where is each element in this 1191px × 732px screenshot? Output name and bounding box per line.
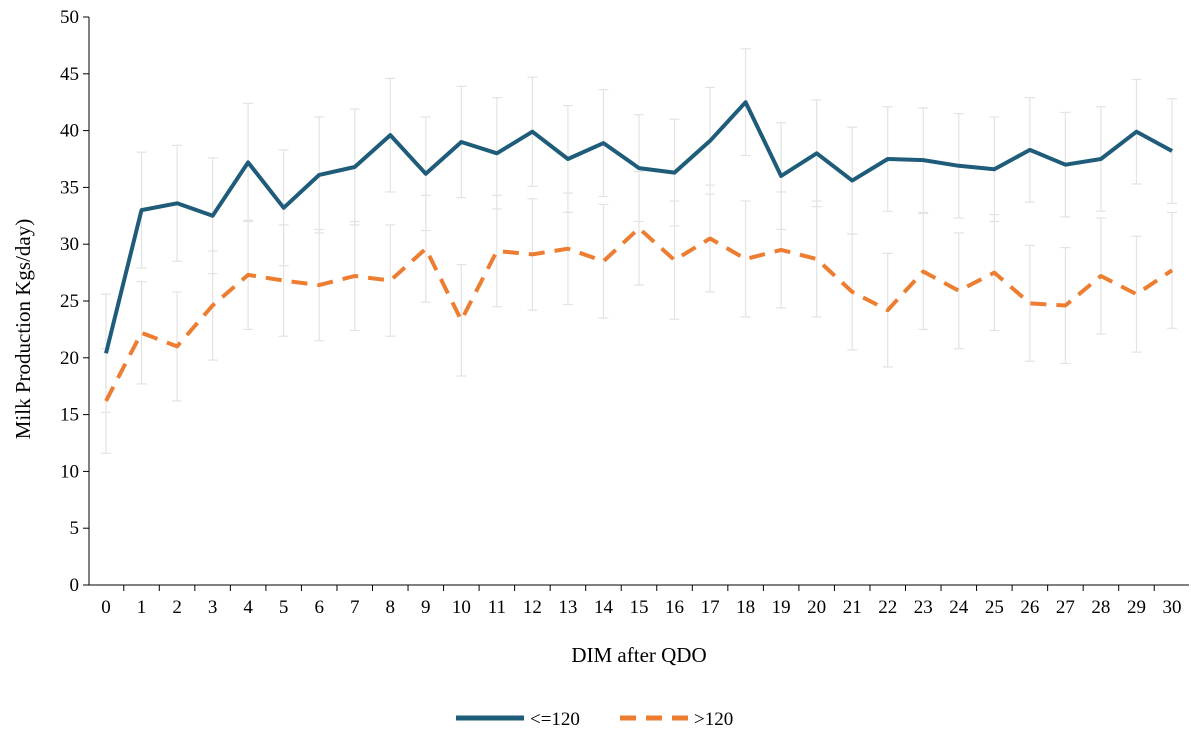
x-tick-label: 27 bbox=[1056, 597, 1075, 618]
x-tick-label: 23 bbox=[914, 597, 933, 618]
y-axis-title: Milk Production Kgs/day) bbox=[11, 219, 35, 440]
x-tick-label: 6 bbox=[314, 597, 324, 618]
y-tick-label: 5 bbox=[70, 518, 80, 539]
y-tick-label: 20 bbox=[60, 348, 79, 369]
y-tick-label: 45 bbox=[60, 64, 79, 85]
x-tick-label: 9 bbox=[421, 597, 431, 618]
x-tick-label: 13 bbox=[558, 597, 577, 618]
x-tick-label: 29 bbox=[1127, 597, 1146, 618]
x-tick-label: 30 bbox=[1163, 597, 1182, 618]
x-tick-label: 17 bbox=[701, 597, 720, 618]
y-tick-label: 10 bbox=[60, 461, 79, 482]
series-layer bbox=[104, 100, 1174, 402]
x-tick-label: 24 bbox=[949, 597, 969, 618]
x-tick-label: 15 bbox=[630, 597, 649, 618]
legend: <=120 >120 bbox=[456, 709, 733, 730]
error-bars-layer bbox=[101, 48, 1177, 454]
x-tick-label: 3 bbox=[208, 597, 218, 618]
x-tick-label: 0 bbox=[101, 597, 111, 618]
y-tick-label: 30 bbox=[60, 234, 79, 255]
x-tick-label: 8 bbox=[386, 597, 396, 618]
y-tick-label: 0 bbox=[70, 575, 80, 596]
x-tick-label: 5 bbox=[279, 597, 289, 618]
x-tick-label: 11 bbox=[488, 597, 506, 618]
y-tick-label: 35 bbox=[60, 177, 79, 198]
x-tick-label: 26 bbox=[1020, 597, 1039, 618]
x-tick-label: 7 bbox=[350, 597, 360, 618]
x-tick-label: 22 bbox=[878, 597, 897, 618]
y-tick-label: 40 bbox=[60, 121, 79, 142]
x-tick-label: 12 bbox=[523, 597, 542, 618]
x-tick-label: 16 bbox=[665, 597, 684, 618]
x-tick-label: 19 bbox=[772, 597, 791, 618]
x-tick-label: 21 bbox=[843, 597, 862, 618]
x-tick-label: 10 bbox=[452, 597, 471, 618]
y-tick-label: 15 bbox=[60, 405, 79, 426]
x-tick-label: 14 bbox=[594, 597, 614, 618]
y-tick-label: 25 bbox=[60, 291, 79, 312]
x-tick-label: 4 bbox=[243, 597, 253, 618]
legend-label: >120 bbox=[694, 709, 733, 730]
series-line bbox=[104, 226, 1174, 402]
x-tick-label: 20 bbox=[807, 597, 826, 618]
series-line bbox=[104, 100, 1173, 354]
x-tick-label: 2 bbox=[172, 597, 182, 618]
x-tick-label: 18 bbox=[736, 597, 755, 618]
x-tick-label: 28 bbox=[1091, 597, 1110, 618]
x-axis-title: DIM after QDO bbox=[571, 643, 706, 667]
y-tick-label: 50 bbox=[60, 7, 79, 28]
legend-label: <=120 bbox=[530, 709, 580, 730]
x-tick-label: 1 bbox=[137, 597, 147, 618]
x-tick-label: 25 bbox=[985, 597, 1004, 618]
